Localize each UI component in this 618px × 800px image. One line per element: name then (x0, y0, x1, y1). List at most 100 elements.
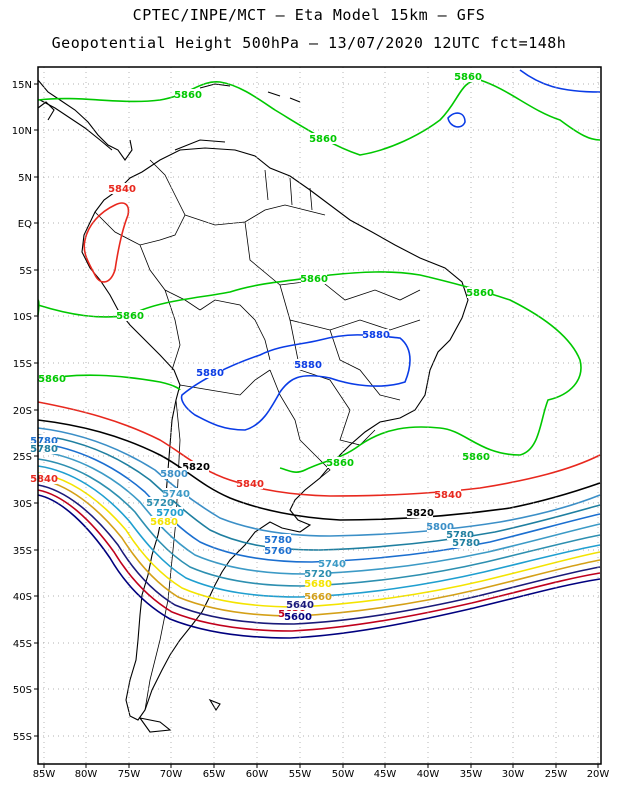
contour-label-bg (407, 507, 433, 518)
latitude-label: 15N (12, 80, 32, 91)
contour-label: 5780 (30, 444, 58, 455)
tierra-del-fuego (138, 717, 172, 733)
contour-label-bg (287, 599, 313, 610)
contour-label-bg (183, 461, 209, 472)
contour-label: 5780 (446, 530, 474, 541)
contour-label-bg (157, 507, 183, 518)
contour-5620 (37, 489, 601, 632)
chart-title-line2: Geopotential Height 500hPa – 13/07/2020 … (51, 34, 567, 52)
contour-label: 5860 (466, 288, 494, 299)
border-guianas (264, 169, 313, 211)
border-colombia-venezuela (149, 159, 186, 241)
contour-5660 (37, 478, 601, 617)
contour-label: 5800 (426, 522, 454, 533)
longitude-label: 50W (332, 769, 355, 780)
latitude-label: 35S (13, 546, 32, 557)
contour-label: 5840 (30, 474, 58, 485)
contour-label-bg (117, 310, 143, 321)
longitude-label: 60W (246, 769, 269, 780)
contour-label-bg (463, 451, 489, 462)
longitude-label: 70W (160, 769, 183, 780)
contour-label: 5860 (326, 458, 354, 469)
contour-label: 5780 (452, 538, 480, 549)
chart-title-line1: CPTEC/INPE/MCT – Eta Model 15km – GFS (132, 6, 486, 24)
contour-label-bg (31, 473, 57, 484)
contour-label-bg (435, 489, 461, 500)
contour-label: 5860 (300, 274, 328, 285)
contour-label-bg (327, 457, 353, 468)
contour-5600 (37, 494, 601, 639)
caribbean-coastline (39, 99, 226, 151)
contour-label: 5880 (196, 368, 224, 379)
contour-label-bg (39, 373, 65, 384)
brazil-state-borders (244, 221, 421, 446)
contour-label: 5740 (162, 489, 190, 500)
graticule (38, 67, 601, 764)
contour-5840-andes (83, 202, 130, 283)
contour-label: 5860 (309, 134, 337, 145)
contour-label: 5840 (434, 490, 462, 501)
contour-label: 5660 (304, 592, 332, 603)
longitude-label: 45W (374, 769, 397, 780)
contour-5760 (37, 442, 601, 563)
border-bolivia-paraguay-argentina (179, 369, 271, 396)
contour-label-bg (305, 591, 331, 602)
contour-label-bg (467, 287, 493, 298)
contour-label-bg (237, 478, 263, 489)
falklands (208, 698, 221, 712)
contour-label-bg (175, 89, 201, 100)
border-argentina-brazil-uruguay (299, 439, 331, 491)
border-peru-brazil (139, 244, 201, 311)
longitude-labels: 85W 80W 75W 70W 65W 60W 55W 50W 45W 40W 35W 30W 25W 2… (33, 764, 609, 780)
contour-label-bg (427, 521, 453, 532)
longitude-label: 40W (417, 769, 440, 780)
border-colombia-peru-ecuador (94, 211, 161, 246)
contour-5820 (37, 419, 601, 521)
contour-label: 5680 (150, 517, 178, 528)
border-venezuela-brazil (184, 204, 326, 226)
contour-label: 5820 (182, 462, 210, 473)
contour-5680 (37, 472, 601, 608)
contour-5640 (37, 484, 601, 625)
map-frame: 15N 10N 5N EQ 5S 10S 15S 20S 25S 30S 35S 40S 45S 50S 5… (12, 66, 609, 780)
contour-label: 5860 (38, 374, 66, 385)
contour-5860-brazil (37, 271, 582, 473)
contour-label: 5780 (264, 535, 292, 546)
contour-label-bg (265, 534, 291, 545)
contour-labels: 5860 5860 5860 5860 5860 5860 5860 5860 5860 5840… (30, 71, 494, 623)
longitude-label: 25W (545, 769, 568, 780)
contour-5880-brazil (180, 334, 411, 431)
contour-label: 5680 (304, 579, 332, 590)
contour-5740 (37, 450, 601, 575)
contour-label-bg (265, 545, 291, 556)
contour-label: 5840 (236, 479, 264, 490)
contour-5720 (37, 458, 601, 587)
contour-label: 5880 (362, 330, 390, 341)
contour-5880-ne (519, 69, 601, 93)
latitude-label: 45S (13, 639, 32, 650)
contour-label-bg (147, 497, 173, 508)
contour-label: 5760 (264, 546, 292, 557)
contour-label-bg (319, 558, 345, 569)
latitude-labels: 15N 10N 5N EQ 5S 10S 15S 20S 25S 30S 35S 40S 45S 50S 5… (12, 80, 38, 743)
contour-label-bg (285, 611, 311, 622)
latitude-label: 15S (13, 359, 32, 370)
contour-5860-west (37, 374, 181, 391)
latitude-label: 20S (13, 406, 32, 417)
contour-5860-north (37, 79, 601, 156)
longitude-label: 85W (33, 769, 56, 780)
latitude-label: 10S (13, 312, 32, 323)
latitude-label: 55S (13, 732, 32, 743)
latitude-label: 40S (13, 592, 32, 603)
contour-label: 5860 (462, 452, 490, 463)
contour-label: 5800 (160, 469, 188, 480)
contour-label-bg (305, 578, 331, 589)
latitude-label: EQ (18, 219, 32, 230)
contour-5880-atlantic (447, 112, 466, 128)
contour-label-bg (363, 329, 389, 340)
longitude-label: 65W (203, 769, 226, 780)
contour-label-bg (31, 435, 57, 446)
contour-5700 (37, 465, 601, 598)
contour-label: 5720 (304, 569, 332, 580)
